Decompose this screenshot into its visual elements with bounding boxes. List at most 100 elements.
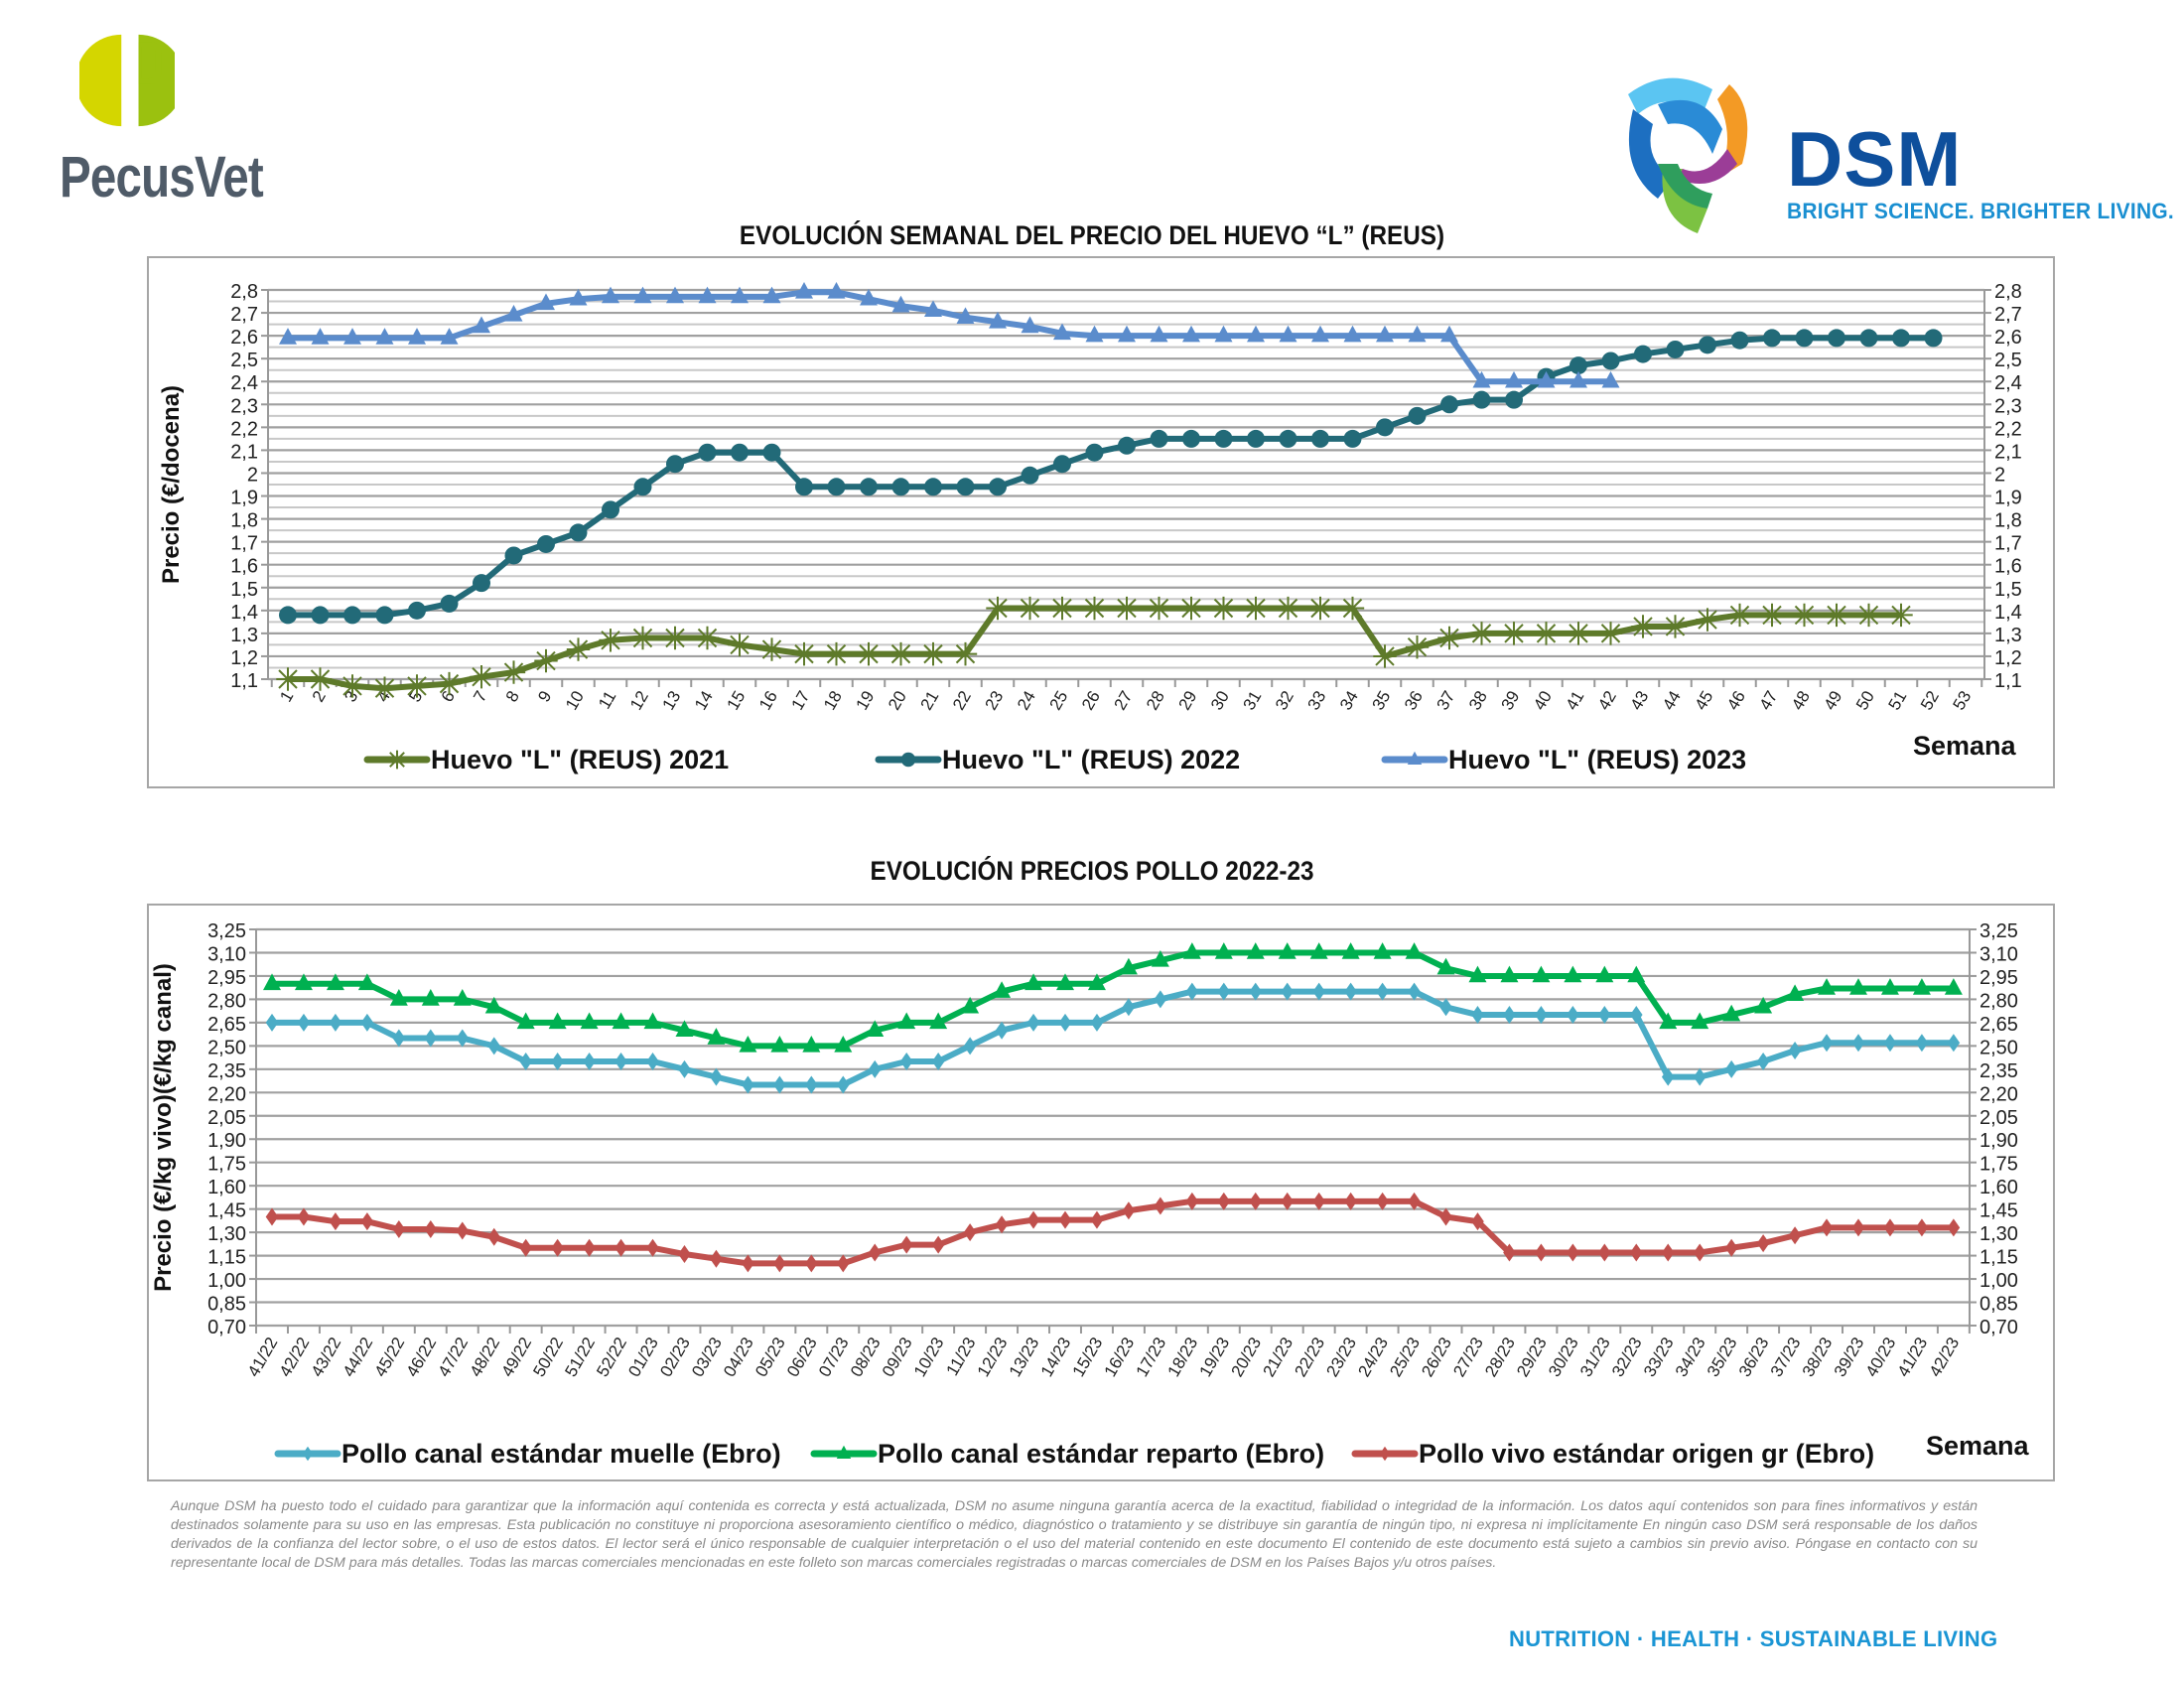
data-point: [742, 1254, 754, 1273]
data-point: [1090, 1210, 1104, 1229]
data-point: [1505, 390, 1523, 409]
data-point: [1851, 1034, 1865, 1053]
data-point: [1439, 1207, 1452, 1226]
data-point: [372, 676, 397, 700]
data-point: [1279, 325, 1297, 343]
data-point: [1379, 1446, 1391, 1462]
x-tick-label: 23/23: [1322, 1335, 1360, 1380]
data-point: [1440, 395, 1458, 414]
data-point: [1754, 996, 1773, 1014]
legend-label: Pollo canal estándar reparto (Ebro): [878, 1439, 1324, 1469]
data-point: [1786, 984, 1805, 1002]
data-point: [762, 286, 781, 304]
data-point: [961, 996, 980, 1014]
data-point: [1503, 1243, 1516, 1262]
data-point: [614, 1053, 627, 1070]
series-1: [276, 596, 1913, 700]
data-point: [1756, 1053, 1770, 1070]
dsm-swirl-icon: [1628, 77, 1748, 233]
data-point: [1058, 1013, 1072, 1032]
y-tick-label-right: 2,1: [1994, 441, 2022, 463]
data-point: [599, 629, 622, 652]
y-tick-label-right: 2,3: [1994, 395, 2022, 417]
data-point: [1598, 1006, 1611, 1025]
data-point: [1217, 1192, 1231, 1210]
x-tick-label: 27/23: [1449, 1335, 1487, 1380]
x-tick-label: 09/23: [879, 1335, 916, 1380]
y-tick-label-left: 2,20: [207, 1083, 246, 1105]
data-point: [1119, 957, 1138, 975]
data-point: [1082, 596, 1107, 621]
x-tick-label: 42/22: [276, 1335, 314, 1380]
data-point: [1570, 356, 1587, 375]
data-point: [1792, 603, 1817, 628]
legend-item-3: Huevo "L" (REUS) 2023: [1381, 745, 1746, 774]
data-point: [1661, 1067, 1675, 1086]
data-point: [473, 574, 490, 593]
data-point: [1859, 329, 1878, 348]
data-point: [551, 1238, 564, 1257]
x-tick-label: 46/22: [403, 1335, 441, 1380]
data-point: [1439, 998, 1452, 1017]
data-point: [279, 328, 297, 345]
x-tick-label: 41/23: [1894, 1335, 1932, 1380]
data-point: [1179, 596, 1203, 621]
y-tick-label-right: 2,50: [1979, 1037, 2018, 1058]
data-point: [773, 1254, 786, 1273]
data-point: [1468, 965, 1487, 983]
data-point: [1502, 622, 1526, 645]
data-point: [1691, 1012, 1709, 1030]
data-point: [695, 626, 720, 650]
y-tick-label-left: 1,45: [207, 1200, 246, 1222]
chicken-price-chart: 0,70 0,700,85 0,851,00 1,001,15 1,151,30 1,30…: [150, 920, 2030, 1469]
data-point: [470, 664, 493, 689]
data-point: [1185, 982, 1199, 1001]
data-point: [440, 594, 459, 613]
y-tick-label-left: 2,95: [207, 967, 246, 989]
y-tick-label-right: 1,3: [1994, 625, 2022, 646]
data-point: [827, 478, 846, 496]
x-tick-label: 32/23: [1608, 1335, 1646, 1380]
data-point: [963, 1037, 977, 1055]
egg-chart-title: EVOLUCIÓN SEMANAL DEL PRECIO DEL HUEVO “…: [739, 220, 1445, 250]
data-point: [1627, 965, 1646, 983]
y-tick-label-left: 1,60: [207, 1177, 246, 1198]
y-tick-label-left: 2,65: [207, 1014, 246, 1036]
y-tick-label-right: 2,65: [1979, 1014, 2018, 1036]
data-point: [710, 1067, 723, 1086]
data-point: [537, 293, 555, 311]
legend-label: Pollo canal estándar muelle (Ebro): [341, 1439, 781, 1469]
legend-item-2: Pollo canal estándar reparto (Ebro): [810, 1439, 1324, 1469]
data-point: [646, 1053, 659, 1070]
data-point: [1408, 406, 1427, 425]
data-point: [1308, 596, 1332, 621]
y-tick-label-right: 1,2: [1994, 647, 2022, 669]
data-point: [707, 1028, 726, 1045]
x-tick-label: 14/23: [1037, 1335, 1075, 1380]
data-point: [311, 328, 330, 345]
data-point: [759, 637, 784, 661]
data-point: [1889, 603, 1913, 628]
data-point: [857, 641, 881, 666]
data-point: [1053, 323, 1071, 341]
data-point: [1699, 336, 1716, 354]
data-point: [1912, 978, 1931, 995]
data-point: [1053, 455, 1071, 474]
data-point: [795, 478, 813, 496]
data-point: [263, 973, 281, 991]
data-point: [297, 1207, 311, 1226]
data-point: [866, 1020, 885, 1038]
data-point: [387, 750, 407, 770]
data-point: [891, 295, 910, 313]
footer-tagline: NUTRITION · HEALTH · SUSTAINABLE LIVING: [1509, 1626, 1998, 1651]
data-point: [569, 288, 588, 306]
data-point: [548, 1012, 567, 1030]
data-point: [1211, 596, 1236, 621]
data-point: [614, 1238, 627, 1257]
series-2: [279, 329, 1943, 625]
data-point: [1281, 982, 1295, 1001]
y-tick-label-left: 1,90: [207, 1130, 246, 1152]
data-point: [516, 1012, 535, 1030]
data-point: [484, 996, 503, 1014]
data-point: [1724, 1238, 1738, 1257]
